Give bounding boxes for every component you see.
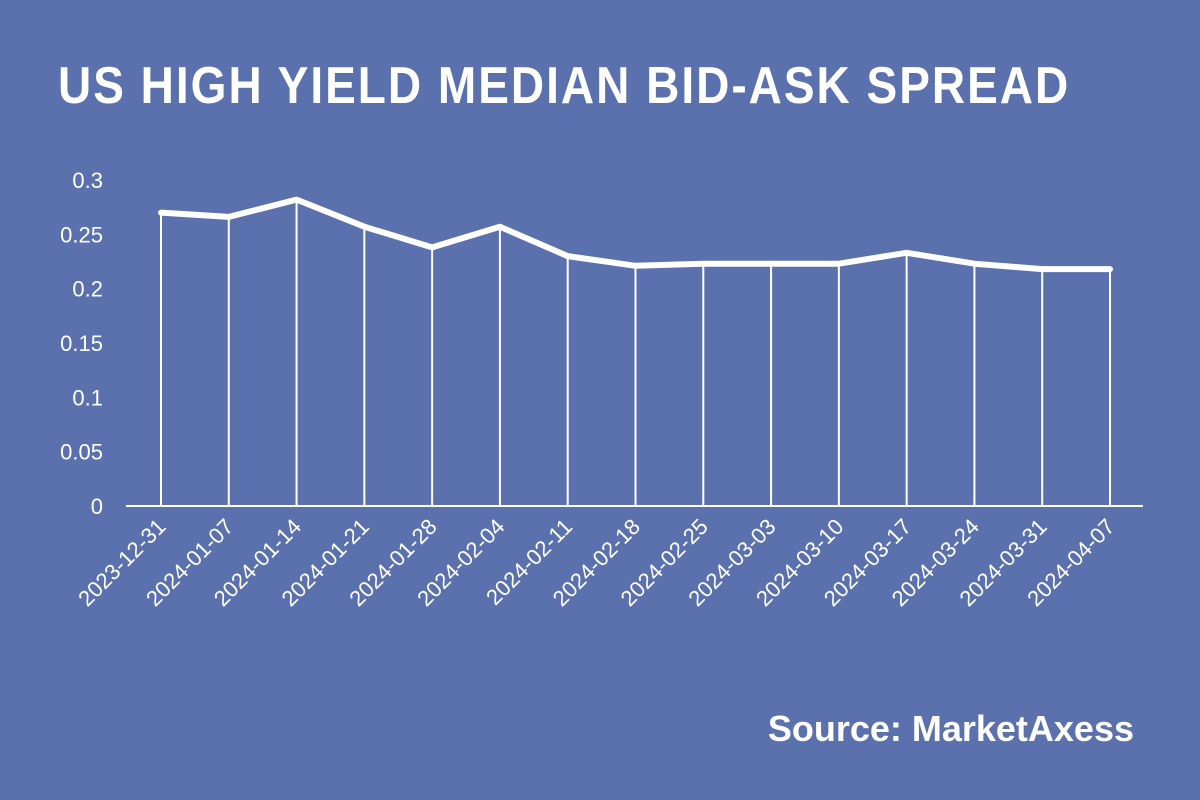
drop-lines — [160, 199, 1111, 506]
y-tick-label: 0.25 — [60, 222, 103, 247]
y-tick-label: 0.2 — [72, 277, 103, 302]
y-tick-label: 0.3 — [72, 168, 103, 193]
y-tick-label: 0 — [91, 494, 103, 519]
source-note: Source: MarketAxess — [767, 708, 1134, 749]
y-tick-label: 0.1 — [72, 385, 103, 410]
chart-title: US HIGH YIELD MEDIAN BID-ASK SPREAD — [58, 56, 1071, 115]
series-line — [158, 196, 1113, 273]
y-tick-label: 0.05 — [60, 440, 103, 465]
y-tick-label: 0.15 — [60, 331, 103, 356]
y-axis-tick-labels: 0 0.05 0.1 0.15 0.2 0.25 0.3 — [60, 168, 103, 519]
x-axis-tick-labels: 2023-12-312024-01-072024-01-142024-01-21… — [73, 514, 1119, 611]
